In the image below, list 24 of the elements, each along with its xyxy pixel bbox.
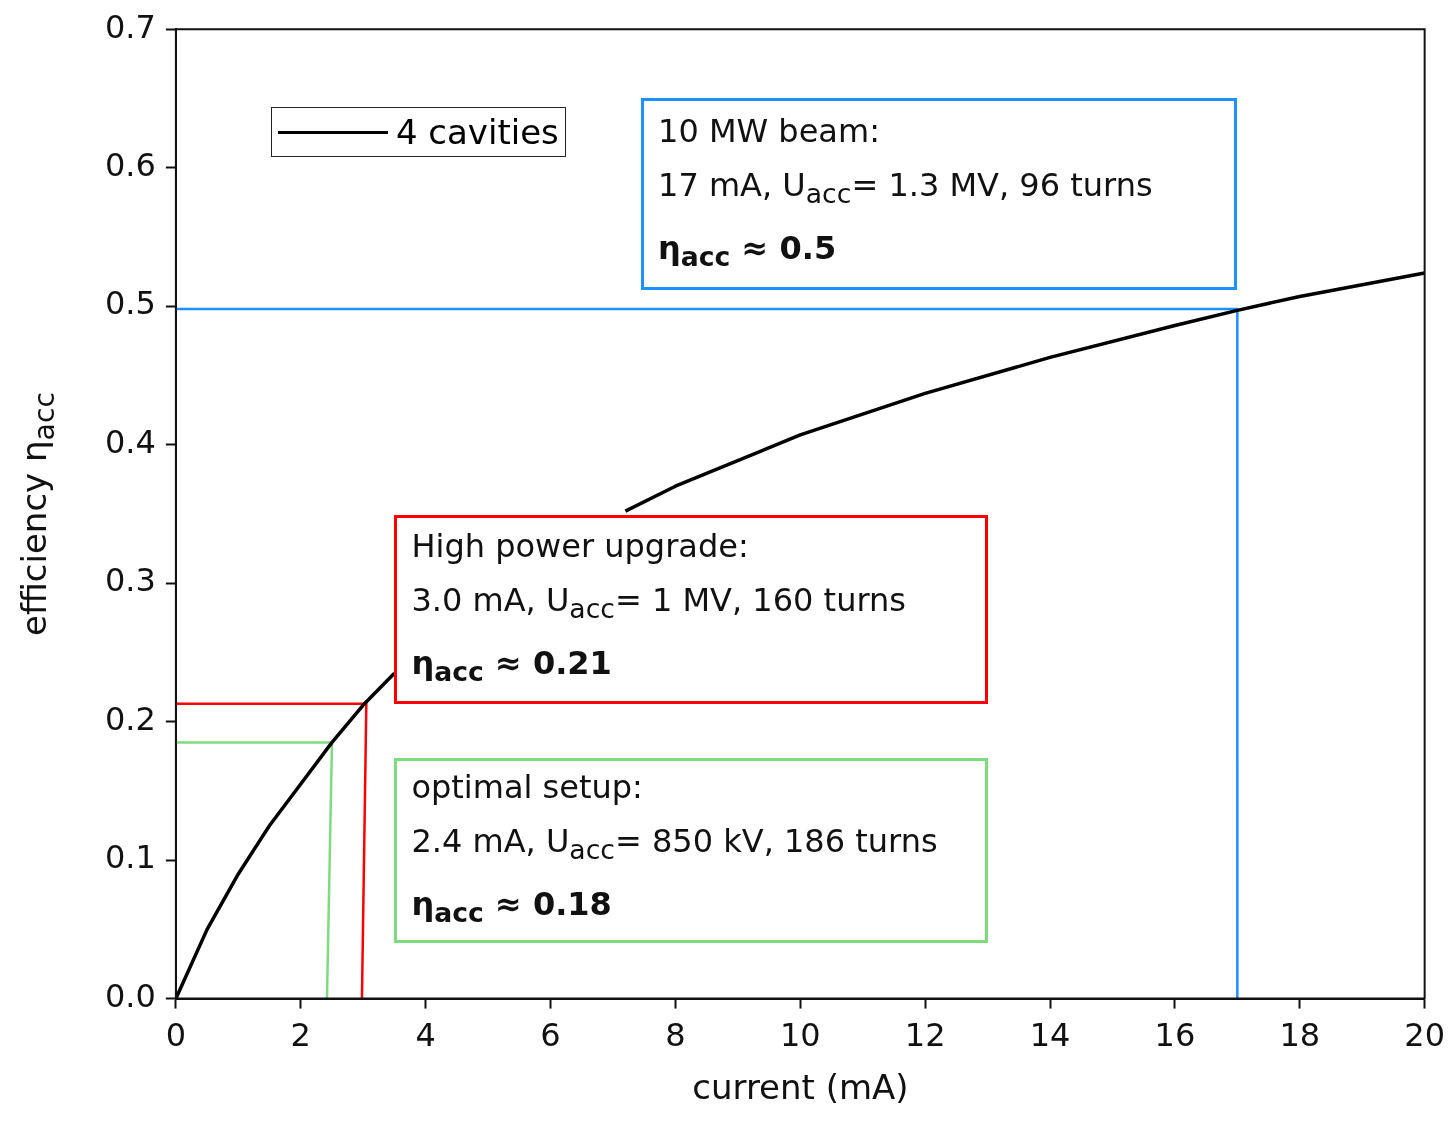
text: optimal setup: 2.4 mA, U$_{acc}$= 850 kV, 186 turns η$_{acc}$ ≈ 0.18 [411,768,938,929]
y-tick-label: 0.7 [105,7,156,46]
x-tick-label: 14 [1029,1016,1071,1055]
x-tick-label: 16 [1154,1016,1196,1055]
x-axis-title: current (mA) [692,1066,909,1107]
y-tick-label: 0.1 [105,838,156,877]
y-tick-label: 0.4 [105,422,156,461]
x-tick-label: 4 [415,1016,436,1055]
text: High power upgrade: 3.0 mA, U$_{acc}$= 1 MV, 160 turns η$_{acc}$ ≈ 0.21 [411,527,906,688]
legend-label: 4 cavities [395,112,559,153]
x-tick-label: 12 [904,1016,946,1055]
y-tick-label: 0.5 [105,284,156,323]
x-tick-label: 10 [779,1016,821,1055]
text: 10 MW beam: 17 mA, U$_{acc}$= 1.3 MV, 96 turns η$_{acc}$ ≈ 0.5 [658,111,1153,273]
y-tick-label: 0.3 [105,561,156,600]
x-tick-label: 2 [290,1016,311,1055]
y-tick-label: 0.6 [105,146,156,184]
x-tick-label: 20 [1404,1016,1445,1055]
x-tick-label: 0 [165,1016,187,1055]
y-tick-label: 0.2 [105,699,156,738]
y-tick-label: 0.0 [105,976,156,1015]
x-tick-label: 6 [540,1016,561,1055]
x-tick-label: 18 [1279,1016,1321,1055]
x-tick-label: 8 [665,1016,686,1055]
